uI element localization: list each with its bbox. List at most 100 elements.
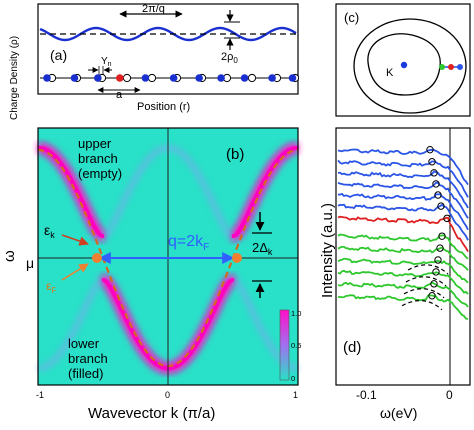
atom xyxy=(141,74,150,82)
lower-branch-line1: lower xyxy=(68,336,100,351)
atom xyxy=(288,74,297,82)
edc-peak-marker xyxy=(432,268,440,276)
edc-curve xyxy=(337,215,469,253)
epsilon-F-arrow xyxy=(61,263,89,281)
atom xyxy=(43,74,51,82)
panel-d-xlabel: ω(eV) xyxy=(380,405,417,421)
x-tick-one: 1 xyxy=(293,390,298,400)
K-point-dot xyxy=(400,61,408,69)
colorbar-tick-min: 0 xyxy=(291,374,295,383)
atom xyxy=(268,74,276,82)
panel-b-label: (b) xyxy=(226,146,244,163)
panel-a-ylabel: Charge Density (ρ) xyxy=(9,36,20,120)
atom xyxy=(94,74,102,82)
amplitude-label: 2ρ0 xyxy=(221,51,238,65)
edc-peak-marker xyxy=(428,292,436,300)
panel-b-xlabel: Wavevector k (π/a) xyxy=(88,405,215,422)
edc-curve xyxy=(337,281,469,308)
atom xyxy=(169,74,178,82)
equilibrium-site xyxy=(147,73,157,83)
panel-d-background xyxy=(336,128,470,385)
panel-d-ylabel: Intensity (a.u.) xyxy=(319,203,336,298)
upper-branch-line2: branch xyxy=(78,151,118,166)
colorbar-tick-mid: 0.5 xyxy=(291,341,301,350)
atom-row xyxy=(43,73,300,83)
edc-peak-marker xyxy=(437,202,445,210)
panel-d-x-tick-zero: 0 xyxy=(446,388,453,402)
upper-branch-line1: upper xyxy=(78,136,112,151)
panel-d-x-tick-minus: -0.1 xyxy=(356,388,377,402)
upper-branch-line3: (empty) xyxy=(78,166,122,181)
gap-label: 2Δk xyxy=(252,240,273,257)
edc-peak-marker xyxy=(436,244,444,252)
atom xyxy=(70,74,79,82)
edc-peak-marker xyxy=(432,180,440,188)
edc-peak-marker xyxy=(428,158,436,166)
edc-curve xyxy=(337,245,469,271)
panel-a: 2π/q 2ρ0 (a) Yn a Charge Density (ρ) Pos… xyxy=(9,3,300,120)
edc-curve xyxy=(337,159,469,198)
edc-fit-dashed xyxy=(401,300,443,311)
highlighted-atom xyxy=(116,74,124,82)
K-label: K xyxy=(386,67,394,79)
colorbar xyxy=(279,309,290,381)
edc-peak-marker xyxy=(430,280,438,288)
edc-peak-marker xyxy=(434,256,442,264)
edc-peak-marker xyxy=(430,169,438,177)
edc-peak-marker xyxy=(426,145,434,154)
atom xyxy=(240,74,249,82)
edc-peak-marker xyxy=(434,191,442,199)
epsilon-F-label: εF xyxy=(46,279,56,295)
atom xyxy=(195,74,203,82)
fermi-point-left xyxy=(92,253,102,263)
q-label: q=2kF xyxy=(168,233,209,253)
panel-c: K (c) xyxy=(335,3,471,117)
edc-curve xyxy=(337,269,469,295)
equilibrium-site xyxy=(122,73,132,83)
panel-a-xlabel: Position (r) xyxy=(137,101,190,113)
wavelength-label: 2π/q xyxy=(142,3,165,15)
panel-a-label: (a) xyxy=(50,47,67,63)
edc-curve xyxy=(337,181,469,219)
epsilon-k-label: εk xyxy=(44,222,55,240)
cut-point-blue xyxy=(457,64,463,70)
edc-fit-dashed xyxy=(405,276,447,287)
edc-curve xyxy=(337,203,469,241)
edc-curve xyxy=(337,233,469,260)
edc-curve xyxy=(337,148,469,186)
panel-d-label: (d) xyxy=(343,339,361,356)
panel-c-frame xyxy=(335,3,471,117)
lower-branch-line3: (filled) xyxy=(68,366,103,381)
x-tick-minus-one: -1 xyxy=(36,390,44,400)
mu-label: μ xyxy=(26,255,34,271)
fermi-point-right xyxy=(232,253,242,263)
upper-band xyxy=(37,145,299,239)
brillouin-zone-boundary xyxy=(353,18,467,114)
edc-curves xyxy=(337,145,469,320)
edc-fit-dashed xyxy=(403,288,445,299)
edc-curve xyxy=(337,192,469,231)
atom xyxy=(217,74,225,82)
panel-d-frame xyxy=(335,127,471,386)
panel-b-ylabel: ω xyxy=(1,250,18,262)
displacement-label: Yn xyxy=(101,56,112,68)
cut-point-green xyxy=(439,64,445,70)
epsilon-k-arrow xyxy=(61,234,89,246)
lower-branch-line2: branch xyxy=(68,351,108,366)
panel-c-label: (c) xyxy=(344,10,359,25)
edc-curve xyxy=(337,257,469,284)
panel-a-frame xyxy=(37,3,299,95)
charge-density-wave xyxy=(39,26,297,42)
edc-curve xyxy=(337,294,469,320)
edc-fit-dashed xyxy=(407,264,449,275)
equilibrium-site xyxy=(247,73,257,83)
cut-point-red xyxy=(448,64,454,70)
edc-peak-marker xyxy=(438,232,446,240)
panel-d: (d) Intensity (a.u.) -0.1 0 ω(eV) xyxy=(319,127,471,421)
colorbar-tick-max: 1.0 xyxy=(291,309,301,318)
lattice-constant-label: a xyxy=(116,89,123,101)
x-tick-zero: 0 xyxy=(165,390,170,400)
panel-b-frame xyxy=(37,127,299,386)
edc-peak-marker xyxy=(443,214,451,223)
panel-b: q=2kF 2Δk εk εF μ upper branch (empty) l… xyxy=(1,127,301,422)
